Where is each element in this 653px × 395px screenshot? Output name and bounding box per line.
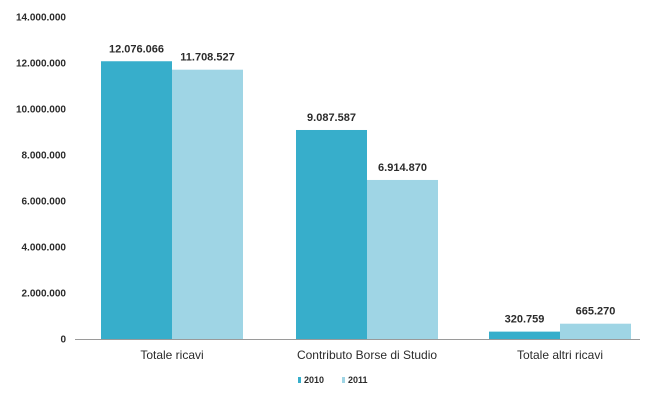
data-label-2011-0: 11.708.527 [180, 52, 234, 64]
legend-swatch-2010 [298, 377, 301, 383]
y-tick-label: 8.000.000 [22, 151, 67, 162]
legend: 2010 2011 [298, 375, 368, 385]
bars [101, 61, 631, 339]
legend-label-2011: 2011 [348, 375, 368, 385]
data-label-2010-1: 9.087.587 [307, 112, 356, 124]
x-axis: Totale ricavi Contributo Borse di Studio T… [140, 348, 603, 362]
bar-2010-2 [489, 331, 560, 339]
legend-swatch-2011 [342, 377, 345, 383]
data-label-2011-1: 6.914.870 [378, 162, 427, 174]
y-tick-label: 4.000.000 [22, 243, 67, 254]
bar-2011-2 [560, 323, 631, 339]
y-tick-label: 0 [60, 335, 66, 346]
data-label-2010-2: 320.759 [505, 314, 545, 326]
y-tick-label: 12.000.000 [16, 59, 66, 70]
y-tick-label: 6.000.000 [22, 197, 67, 208]
y-tick-label: 10.000.000 [16, 105, 66, 116]
category-label: Totale altri ricavi [517, 348, 603, 362]
category-label: Contributo Borse di Studio [297, 348, 437, 362]
category-label: Totale ricavi [140, 348, 203, 362]
y-tick-label: 14.000.000 [16, 13, 66, 24]
bar-2010-1 [296, 129, 367, 339]
legend-label-2010: 2010 [304, 375, 324, 385]
y-tick-label: 2.000.000 [22, 289, 67, 300]
data-label-2011-2: 665.270 [576, 306, 616, 318]
bar-2011-1 [367, 179, 438, 339]
data-label-2010-0: 12.076.066 [109, 43, 164, 55]
y-axis: 0 2.000.000 4.000.000 6.000.000 8.000.000 10.… [16, 13, 67, 346]
bar-2011-0 [172, 69, 243, 339]
data-labels: 12.076.066 11.708.527 9.087.587 6.914.870 32… [109, 43, 615, 325]
bar-2010-0 [101, 61, 172, 339]
